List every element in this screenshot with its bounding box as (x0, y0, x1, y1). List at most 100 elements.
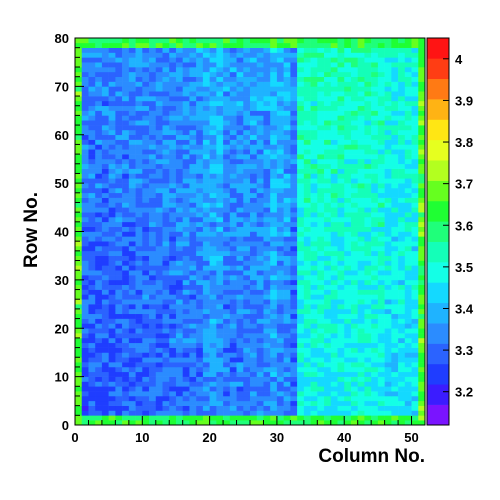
heatmap-cell (115, 357, 123, 363)
heatmap-cell (337, 183, 345, 189)
heatmap-cell (398, 47, 406, 53)
heatmap-cell (209, 357, 217, 363)
heatmap-cell (236, 120, 244, 126)
heatmap-cell (169, 187, 177, 194)
heatmap-cell (142, 395, 150, 402)
heatmap-cell (81, 81, 89, 87)
heatmap-cell (122, 366, 130, 373)
heatmap-cell (202, 284, 210, 290)
heatmap-cell (101, 279, 109, 286)
heatmap-cell (364, 129, 372, 136)
heatmap-cell (263, 328, 271, 334)
heatmap-cell (149, 357, 157, 363)
heatmap-cell (142, 221, 150, 227)
heatmap-cell (344, 62, 352, 68)
heatmap-cell (270, 197, 278, 203)
heatmap-cell (256, 149, 264, 155)
heatmap-cell (223, 163, 231, 169)
heatmap-cell (377, 216, 385, 223)
heatmap-cell (108, 192, 116, 198)
heatmap-cell (411, 284, 419, 290)
heatmap-cell (324, 284, 332, 290)
heatmap-cell (357, 81, 365, 87)
colorbar-segment (427, 139, 449, 161)
heatmap-cell (196, 420, 204, 426)
heatmap-cell (202, 67, 210, 73)
heatmap-cell (182, 376, 190, 382)
heatmap-cell (88, 120, 96, 126)
heatmap-cell (297, 337, 305, 344)
heatmap-cell (155, 391, 163, 397)
heatmap-cell (377, 67, 385, 73)
heatmap-cell (216, 81, 224, 87)
heatmap-cell (229, 391, 237, 397)
heatmap-cell (162, 313, 170, 319)
heatmap-cell (337, 91, 345, 97)
heatmap-cell (317, 86, 325, 92)
heatmap-cell (169, 294, 177, 300)
heatmap-cell (196, 357, 204, 363)
heatmap-cell (149, 91, 157, 97)
heatmap-cell (398, 294, 406, 300)
heatmap-cell (175, 67, 183, 73)
heatmap-cell (283, 120, 291, 126)
heatmap-cell (357, 202, 365, 208)
heatmap-cell (350, 299, 358, 305)
heatmap-cell (236, 400, 244, 406)
heatmap-cell (418, 318, 426, 324)
heatmap-cell (364, 304, 372, 310)
heatmap-cell (115, 255, 123, 261)
heatmap-cell (135, 76, 143, 82)
heatmap-cell (344, 420, 352, 426)
heatmap-cell (330, 110, 338, 116)
heatmap-cell (391, 207, 399, 213)
heatmap-cell (122, 236, 130, 242)
heatmap-cell (377, 386, 385, 392)
heatmap-cell (310, 260, 318, 266)
heatmap-cell (149, 57, 157, 63)
heatmap-cell (101, 187, 109, 194)
heatmap-cell (384, 410, 392, 416)
heatmap-cell (202, 212, 210, 218)
heatmap-cell (303, 395, 311, 402)
heatmap-cell (411, 381, 419, 387)
heatmap-cell (229, 42, 237, 48)
heatmap-cell (216, 328, 224, 334)
heatmap-cell (223, 76, 231, 82)
heatmap-cell (377, 299, 385, 305)
heatmap-cell (223, 308, 231, 315)
heatmap-cell (236, 395, 244, 402)
heatmap-cell (357, 352, 365, 358)
heatmap-cell (317, 342, 325, 348)
heatmap-cell (337, 192, 345, 198)
heatmap-cell (398, 62, 406, 68)
heatmap-cell (377, 192, 385, 198)
heatmap-cell (297, 91, 305, 97)
heatmap-cell (229, 371, 237, 377)
heatmap-cell (101, 168, 109, 174)
heatmap-cell (404, 236, 412, 242)
heatmap-cell (350, 76, 358, 82)
heatmap-cell (196, 76, 204, 82)
heatmap-cell (290, 299, 298, 305)
heatmap-cell (404, 221, 412, 227)
heatmap-cell (155, 163, 163, 169)
heatmap-cell (209, 168, 217, 174)
heatmap-cell (162, 38, 170, 44)
heatmap-cell (75, 96, 83, 102)
heatmap-cell (169, 197, 177, 203)
heatmap-cell (169, 371, 177, 377)
heatmap-cell (337, 96, 345, 102)
heatmap-cell (229, 197, 237, 203)
heatmap-cell (101, 71, 109, 77)
heatmap-cell (297, 187, 305, 194)
heatmap-cell (398, 236, 406, 242)
heatmap-cell (101, 376, 109, 382)
heatmap-cell (290, 304, 298, 310)
heatmap-cell (189, 250, 197, 256)
heatmap-cell (317, 236, 325, 242)
heatmap-cell (122, 197, 130, 203)
heatmap-cell (81, 163, 89, 169)
heatmap-cell (290, 173, 298, 179)
heatmap-cell (223, 226, 231, 232)
